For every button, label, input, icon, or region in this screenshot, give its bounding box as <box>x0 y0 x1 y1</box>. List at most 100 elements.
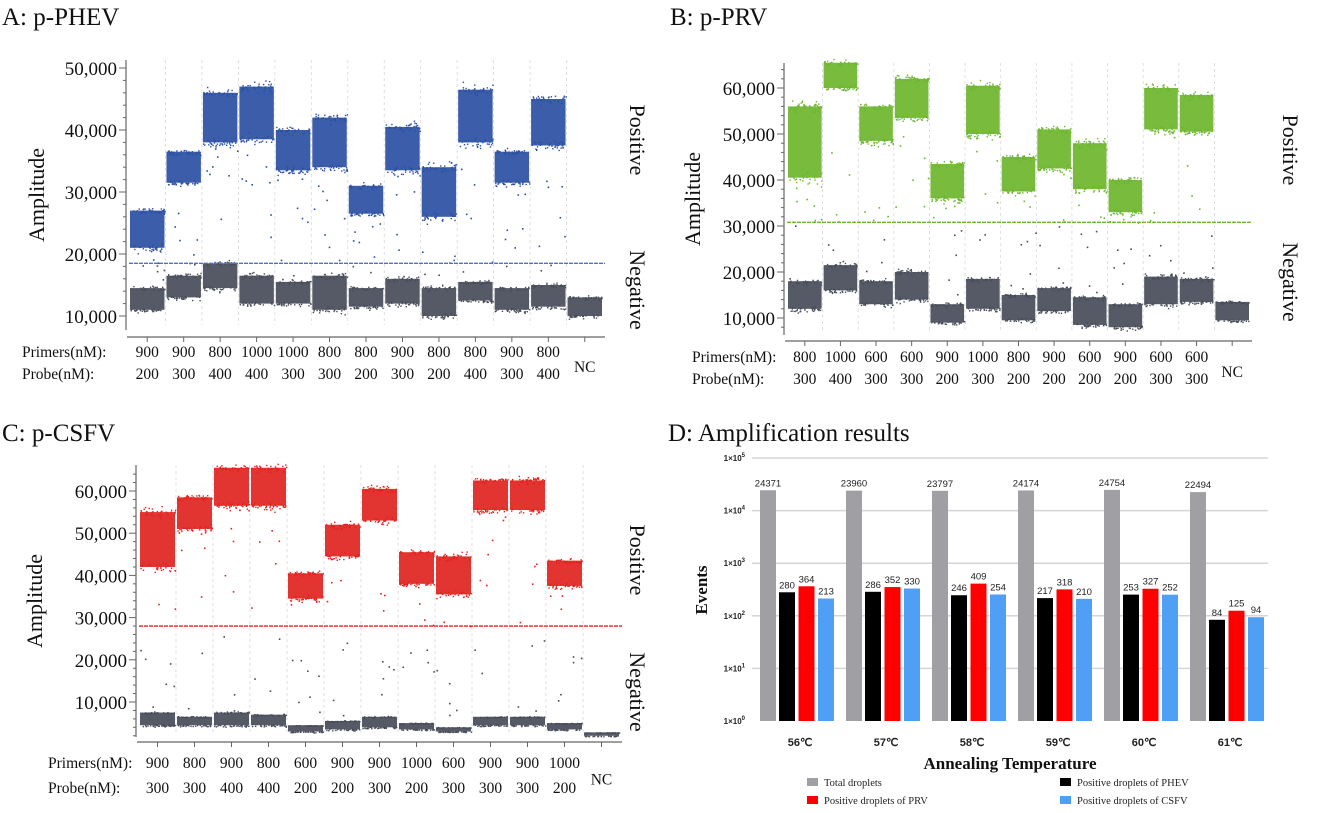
droplet <box>1136 177 1139 179</box>
droplet <box>271 714 273 716</box>
droplet <box>201 496 203 499</box>
droplet <box>1083 324 1085 326</box>
droplet <box>548 144 550 147</box>
droplet <box>490 91 492 94</box>
droplet <box>946 306 948 308</box>
droplet <box>202 498 204 501</box>
droplet <box>344 523 347 526</box>
droplet <box>358 212 360 214</box>
droplet <box>257 507 259 509</box>
droplet <box>898 271 900 273</box>
droplet <box>441 315 443 318</box>
droplet <box>878 280 881 282</box>
droplet <box>372 306 374 309</box>
droplet <box>802 174 804 176</box>
droplet <box>290 597 293 600</box>
droplet <box>514 183 516 185</box>
droplet <box>1081 327 1083 330</box>
droplet <box>351 729 354 732</box>
droplet <box>860 279 863 282</box>
droplet <box>199 527 201 529</box>
droplet <box>315 276 317 278</box>
droplet <box>355 554 358 557</box>
droplet <box>524 308 527 310</box>
droplet <box>1094 297 1096 299</box>
droplet <box>381 305 383 308</box>
droplet <box>480 140 482 143</box>
droplet <box>329 558 332 560</box>
droplet <box>540 270 543 272</box>
droplet <box>1203 131 1205 134</box>
droplet <box>1183 97 1186 99</box>
droplet <box>346 276 349 278</box>
droplet <box>352 240 355 242</box>
droplet <box>923 205 926 208</box>
droplet <box>808 182 811 184</box>
droplet <box>466 300 469 303</box>
droplet <box>255 301 257 303</box>
droplet <box>860 103 862 106</box>
droplet <box>888 144 890 147</box>
droplet <box>1171 302 1173 305</box>
droplet <box>909 299 912 301</box>
droplet <box>1207 276 1209 279</box>
primer-concentration: 900 <box>220 755 244 772</box>
droplet <box>160 208 163 210</box>
droplet <box>923 78 925 80</box>
droplet <box>1161 276 1163 278</box>
droplet <box>418 166 420 168</box>
droplet <box>1008 296 1010 299</box>
positive-droplets-core <box>130 210 165 248</box>
droplet <box>497 182 500 184</box>
droplet <box>422 219 424 222</box>
positive-droplets-core <box>421 167 457 217</box>
droplet <box>203 287 205 290</box>
rain-droplets <box>969 137 999 279</box>
droplet <box>1050 310 1052 312</box>
droplet <box>550 285 553 288</box>
droplet <box>298 600 300 603</box>
droplet <box>409 722 411 725</box>
droplet <box>430 318 432 321</box>
droplet <box>344 117 346 119</box>
droplet <box>373 306 375 308</box>
droplet <box>413 729 416 731</box>
droplet <box>372 487 374 490</box>
droplet <box>430 285 432 287</box>
droplet <box>282 171 285 173</box>
droplet <box>510 309 513 311</box>
droplet <box>156 712 158 714</box>
droplet <box>220 264 222 267</box>
droplet <box>451 167 454 169</box>
droplet <box>142 210 145 213</box>
rain-droplets <box>251 530 281 692</box>
droplet <box>399 723 401 725</box>
droplet <box>1044 168 1046 170</box>
droplet <box>482 301 485 304</box>
droplet <box>161 510 163 512</box>
droplet <box>1116 249 1119 251</box>
droplet <box>400 551 402 553</box>
droplet <box>370 212 372 214</box>
droplet <box>250 305 252 307</box>
droplet <box>288 129 290 131</box>
negative-droplets-core <box>166 275 201 298</box>
droplet <box>534 286 537 288</box>
droplet <box>402 173 405 176</box>
droplet <box>1089 140 1091 143</box>
droplet <box>1010 284 1013 287</box>
droplet <box>352 730 355 732</box>
droplet <box>896 273 898 275</box>
droplet <box>499 181 501 184</box>
droplet <box>1167 89 1169 92</box>
droplet <box>330 523 333 525</box>
droplet <box>234 290 236 292</box>
droplet <box>962 165 965 167</box>
droplet <box>154 571 156 574</box>
droplet <box>162 210 164 212</box>
droplet <box>253 271 255 274</box>
droplet <box>792 306 794 308</box>
droplet <box>1049 131 1051 133</box>
droplet <box>214 288 216 291</box>
droplet <box>1191 195 1193 197</box>
